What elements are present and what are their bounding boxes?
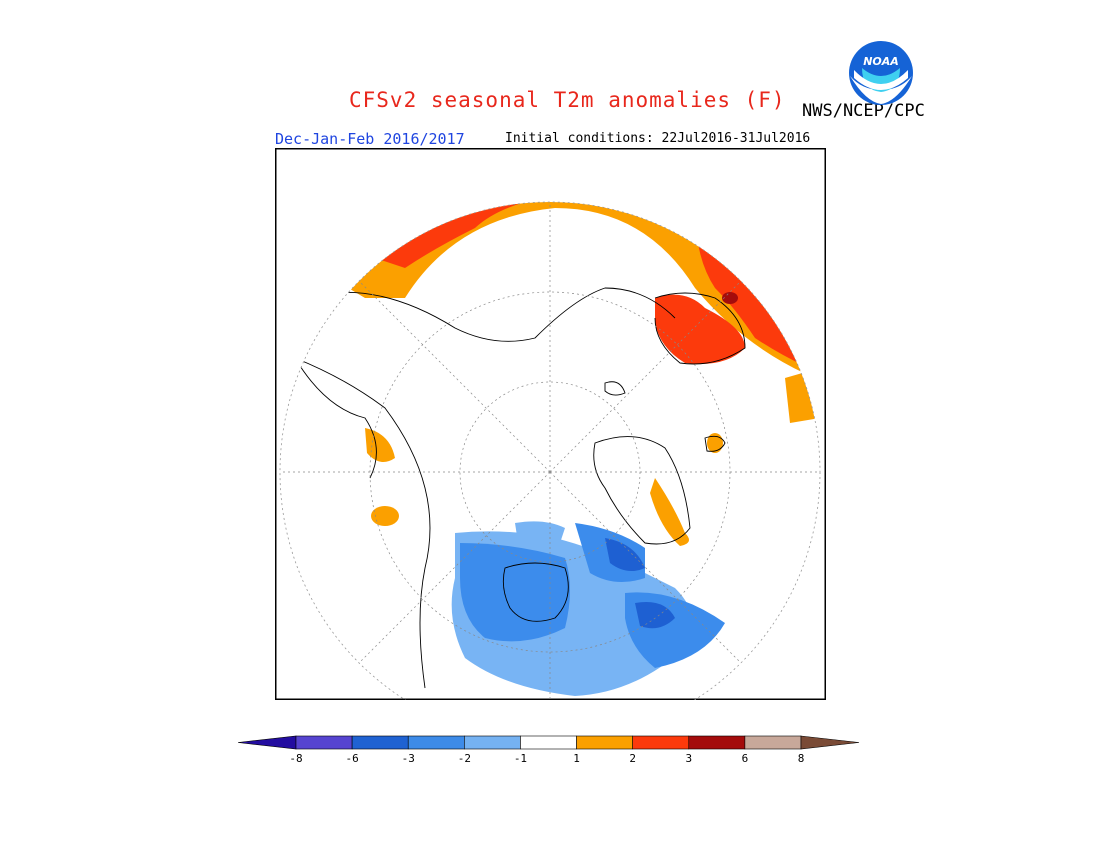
hudson-bay-coastline bbox=[502, 562, 569, 622]
meridian-line bbox=[549, 280, 742, 473]
meridian-line bbox=[358, 471, 551, 664]
colorbar-bin bbox=[744, 735, 802, 750]
colorbar-tick-label: -2 bbox=[458, 752, 471, 765]
scandinavia-coastline bbox=[654, 292, 746, 365]
colorbar-bin bbox=[688, 735, 746, 750]
colorbar-bin bbox=[238, 735, 297, 750]
colorbar-tick-label: -6 bbox=[345, 752, 358, 765]
colorbar-bin bbox=[520, 735, 577, 750]
alaska-warm-region bbox=[365, 428, 395, 462]
svalbard-coastline bbox=[604, 381, 626, 396]
baffin-cold-3-region bbox=[605, 538, 645, 572]
colorbar-bin bbox=[632, 735, 690, 750]
eurasia-warm-3-region bbox=[365, 202, 575, 268]
iceland-coastline bbox=[704, 435, 726, 452]
canada-cold-2-region bbox=[460, 543, 570, 642]
colorbar-tick-label: -1 bbox=[514, 752, 527, 765]
colorbar-tick-label: 3 bbox=[685, 752, 692, 765]
colorbar-tick-label: 6 bbox=[742, 752, 749, 765]
arctic-archipelago-cold-1-region bbox=[515, 521, 565, 543]
colorbar-tick-label: 1 bbox=[573, 752, 580, 765]
polar-stereographic-map bbox=[275, 148, 826, 700]
colorbar: -8 -6 -3 -2 -1 1 2 3 6 8 bbox=[238, 735, 860, 765]
europe-warm-core-region bbox=[655, 294, 745, 364]
north-america-coastline bbox=[294, 357, 431, 689]
greenland-coast-warm-region bbox=[650, 478, 689, 546]
scandinavia-max-region bbox=[722, 292, 738, 304]
colorbar-bin bbox=[464, 735, 521, 750]
colorbar-tick-label: -3 bbox=[402, 752, 415, 765]
noaa-logo-icon: NOAA bbox=[849, 41, 913, 105]
eurasia-coastline bbox=[304, 287, 676, 342]
greenland-coastline bbox=[593, 436, 691, 545]
colorbar-bin bbox=[407, 735, 465, 750]
iceland-warm-region bbox=[707, 433, 723, 453]
alaska-coastline bbox=[294, 357, 377, 479]
meridian-line bbox=[358, 280, 551, 473]
colorbar-tick-label: 8 bbox=[798, 752, 805, 765]
colorbar-tick-label: 2 bbox=[629, 752, 636, 765]
meridian-line bbox=[549, 471, 742, 664]
season-label: Dec-Jan-Feb 2016/2017 bbox=[275, 130, 465, 148]
map-title: CFSv2 seasonal T2m anomalies (F) bbox=[349, 88, 786, 112]
initial-conditions-label: Initial conditions: 22Jul2016-31Jul2016 bbox=[505, 131, 811, 146]
colorbar-bin bbox=[576, 735, 633, 750]
colorbar-bin bbox=[800, 735, 860, 750]
colorbar-tick-label: -8 bbox=[289, 752, 302, 765]
pacific-warm-region bbox=[371, 506, 399, 526]
colorbar-bin bbox=[295, 735, 353, 750]
svg-text:NOAA: NOAA bbox=[863, 55, 899, 68]
labrador-cold-3-region bbox=[635, 602, 675, 629]
colorbar-bin bbox=[351, 735, 409, 750]
map-boundary-circle bbox=[279, 201, 821, 700]
agency-label: NWS/NCEP/CPC bbox=[802, 101, 925, 121]
